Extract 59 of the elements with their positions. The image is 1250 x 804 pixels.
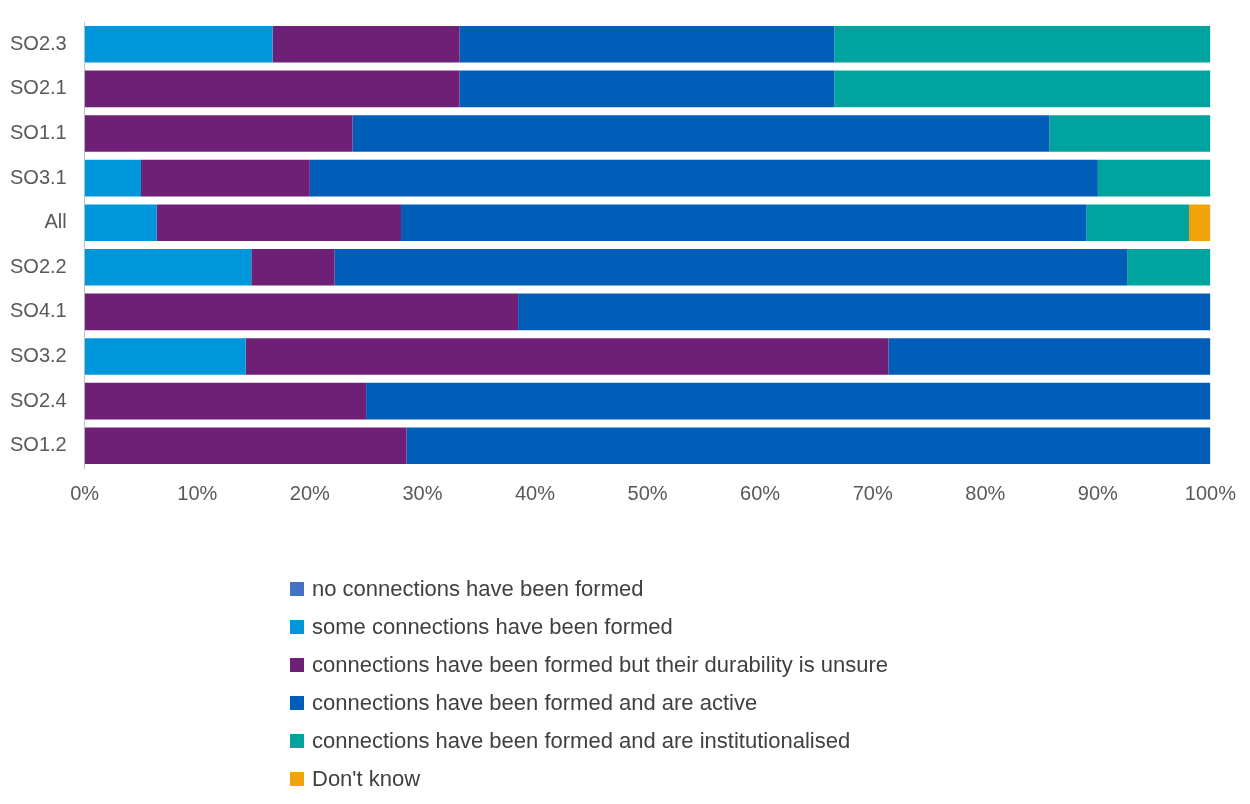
bar [140,159,310,197]
bar [1097,159,1211,197]
bar [1086,204,1190,241]
x-tick-label: 40% [514,481,556,504]
bar [84,204,157,241]
x-tick-label: 20% [289,481,331,504]
legend-label: connections have been formed but their durability is unsure [312,652,889,678]
bar [84,26,273,63]
legend-label: connections have been formed and are active [312,690,758,716]
bar [251,249,335,286]
bar [334,249,1128,286]
bar [366,382,1211,420]
bar [156,204,402,241]
bar [1189,204,1211,241]
bar [1049,115,1211,152]
bar [518,293,1211,331]
bar [1127,249,1211,286]
legend-label: some connections have been formed [312,614,673,640]
legend-label: connections have been formed and are institutionalised [312,728,851,754]
legend-label: no connections have been formed [312,576,644,602]
y-tick-label: SO3.2 [10,344,67,367]
bar [834,26,1211,63]
bar [84,159,141,197]
x-tick-label: 70% [852,481,893,504]
bar [84,427,407,464]
bar [84,338,246,375]
bar [272,26,460,63]
y-tick-label: SO2.1 [10,76,67,99]
bar [352,115,1050,152]
x-tick-label: 50% [627,481,668,504]
y-tick-label: SO3.1 [10,165,67,188]
y-tick-label: SO2.2 [10,254,67,277]
y-tick-label: SO1.1 [10,121,67,144]
y-tick-label: SO4.1 [10,299,67,322]
x-tick-label: 80% [965,481,1006,504]
x-tick-label: 100% [1184,481,1237,504]
y-tick-label: SO2.4 [10,388,67,411]
bar [84,70,460,108]
bar [245,338,889,375]
y-tick-label: SO2.3 [10,31,67,54]
bar [459,26,835,63]
x-tick-label: 30% [402,481,443,504]
x-tick-label: 90% [1077,481,1119,504]
x-tick-label: 10% [177,481,218,504]
bar [84,382,367,420]
y-tick-label: All [44,210,67,233]
bar [406,427,1211,464]
bar [401,204,1087,241]
bar [459,70,835,108]
x-tick-label: 60% [740,481,781,504]
bar [84,293,519,331]
bar [84,249,252,286]
legend-label: Don't know [312,766,421,792]
bar [834,70,1211,108]
bar [888,338,1211,375]
bar [84,115,353,152]
x-tick-label: 0% [70,481,100,504]
bar [309,159,1098,197]
y-tick-label: SO1.2 [10,433,67,456]
